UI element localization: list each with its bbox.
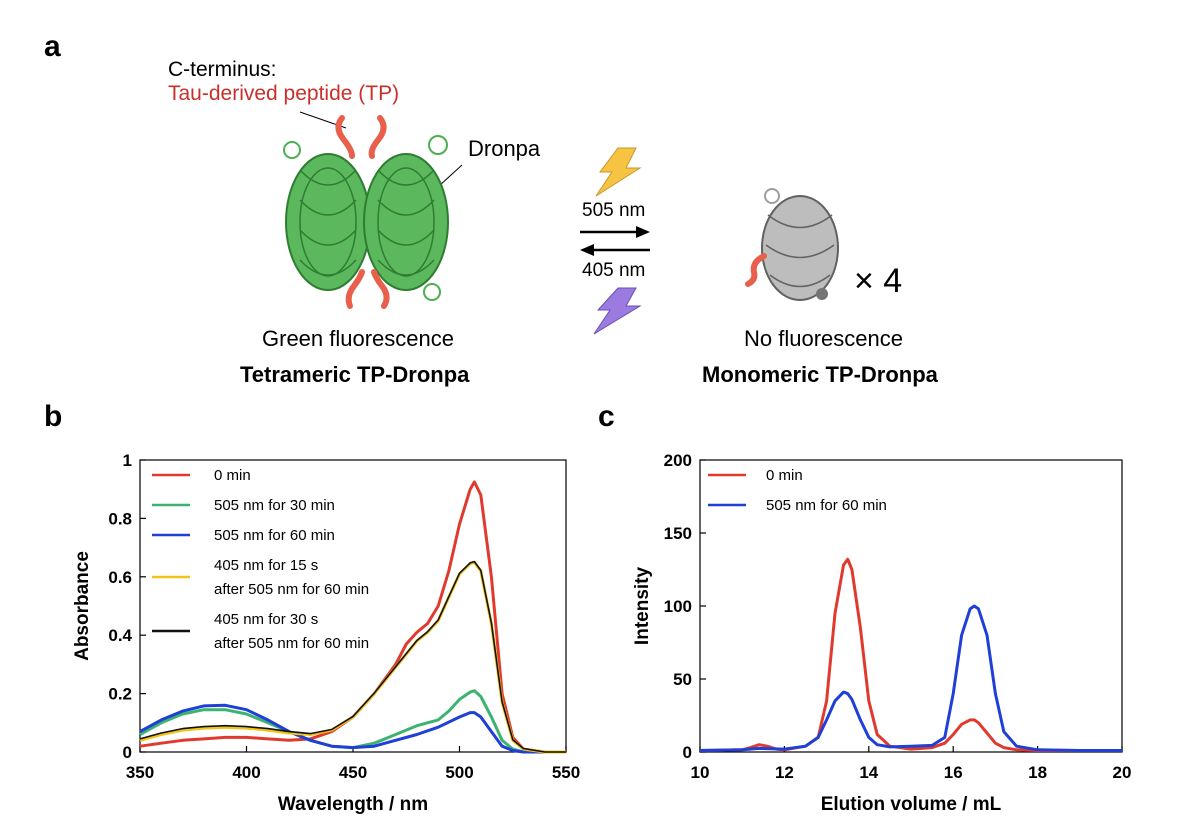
legend-label: after 505 nm for 60 min bbox=[214, 581, 369, 598]
x-tick-label: 550 bbox=[552, 763, 580, 782]
series-line bbox=[699, 604, 1122, 752]
absorbance-chart: 350 400 450 500 550 0 0.2 0.4 0.6 0.8 1 Wavelength … bbox=[72, 451, 580, 815]
left-state-label: Green fluorescence bbox=[262, 326, 454, 351]
legend-label: 505 nm for 60 min bbox=[214, 527, 335, 544]
legend-label: 405 nm for 15 s bbox=[214, 557, 318, 574]
x-axis-label: Wavelength / nm bbox=[278, 794, 428, 815]
series-line bbox=[139, 480, 566, 754]
x-tick-label: 350 bbox=[126, 763, 154, 782]
x-axis-label: Elution volume / mL bbox=[821, 794, 1002, 815]
forward-light-label: 505 nm bbox=[582, 200, 646, 221]
x-tick-label: 10 bbox=[691, 763, 710, 782]
peptide-label: Tau-derived peptide (TP) bbox=[168, 82, 400, 105]
y-tick-label: 100 bbox=[664, 597, 692, 616]
dronpa-label: Dronpa bbox=[468, 136, 541, 161]
yellow-lightning-icon bbox=[595, 147, 642, 197]
y-tick-label: 0 bbox=[123, 743, 132, 762]
legend-label: 505 nm for 60 min bbox=[766, 497, 887, 514]
x-tick-label: 20 bbox=[1113, 763, 1132, 782]
x-tick-label: 18 bbox=[1028, 763, 1047, 782]
x-tick-label: 400 bbox=[232, 763, 260, 782]
legend-label: after 505 nm for 60 min bbox=[214, 635, 369, 652]
series-line bbox=[139, 560, 566, 753]
y-tick-label: 150 bbox=[664, 524, 692, 543]
equilibrium-arrows-icon bbox=[580, 226, 650, 256]
y-tick-label: 200 bbox=[664, 451, 692, 470]
x-tick-label: 16 bbox=[944, 763, 963, 782]
y-tick-label: 0 bbox=[683, 743, 692, 762]
x-tick-label: 12 bbox=[775, 763, 794, 782]
plot-frame bbox=[699, 459, 1123, 753]
legend-label: 0 min bbox=[214, 467, 251, 484]
reverse-light-label: 405 nm bbox=[582, 260, 646, 281]
y-axis-label: Intensity bbox=[632, 567, 653, 646]
legend-label: 505 nm for 30 min bbox=[214, 497, 335, 514]
y-tick-label: 1 bbox=[123, 451, 132, 470]
y-tick-label: 0.4 bbox=[108, 626, 132, 645]
legend-label: 405 nm for 30 s bbox=[214, 611, 318, 628]
tau-peptide-icon bbox=[335, 115, 390, 309]
y-tick-label: 0.8 bbox=[108, 509, 132, 528]
x-tick-label: 450 bbox=[339, 763, 367, 782]
legend-label: 0 min bbox=[766, 467, 803, 484]
panel-a-label: a bbox=[44, 30, 61, 63]
x-tick-label: 500 bbox=[445, 763, 473, 782]
y-tick-label: 50 bbox=[673, 670, 692, 689]
series-line bbox=[139, 689, 566, 754]
y-tick-label: 0.2 bbox=[108, 685, 132, 704]
tetramer-structure-icon bbox=[283, 135, 449, 301]
right-state-label: No fluorescence bbox=[744, 326, 903, 351]
c-terminus-label: C-terminus: bbox=[168, 58, 277, 81]
left-name-label: Tetrameric TP-Dronpa bbox=[240, 362, 470, 387]
schematic-drawing bbox=[283, 111, 839, 335]
x-tick-label: 14 bbox=[859, 763, 878, 782]
monomer-structure-icon bbox=[745, 188, 839, 301]
right-name-label: Monomeric TP-Dronpa bbox=[702, 362, 938, 387]
purple-lightning-icon bbox=[593, 287, 642, 335]
series-line bbox=[699, 557, 1122, 752]
y-axis-label: Absorbance bbox=[72, 551, 93, 661]
y-tick-label: 0.6 bbox=[108, 568, 132, 587]
multiplier-label: × 4 bbox=[854, 262, 903, 300]
series-line bbox=[139, 703, 566, 754]
